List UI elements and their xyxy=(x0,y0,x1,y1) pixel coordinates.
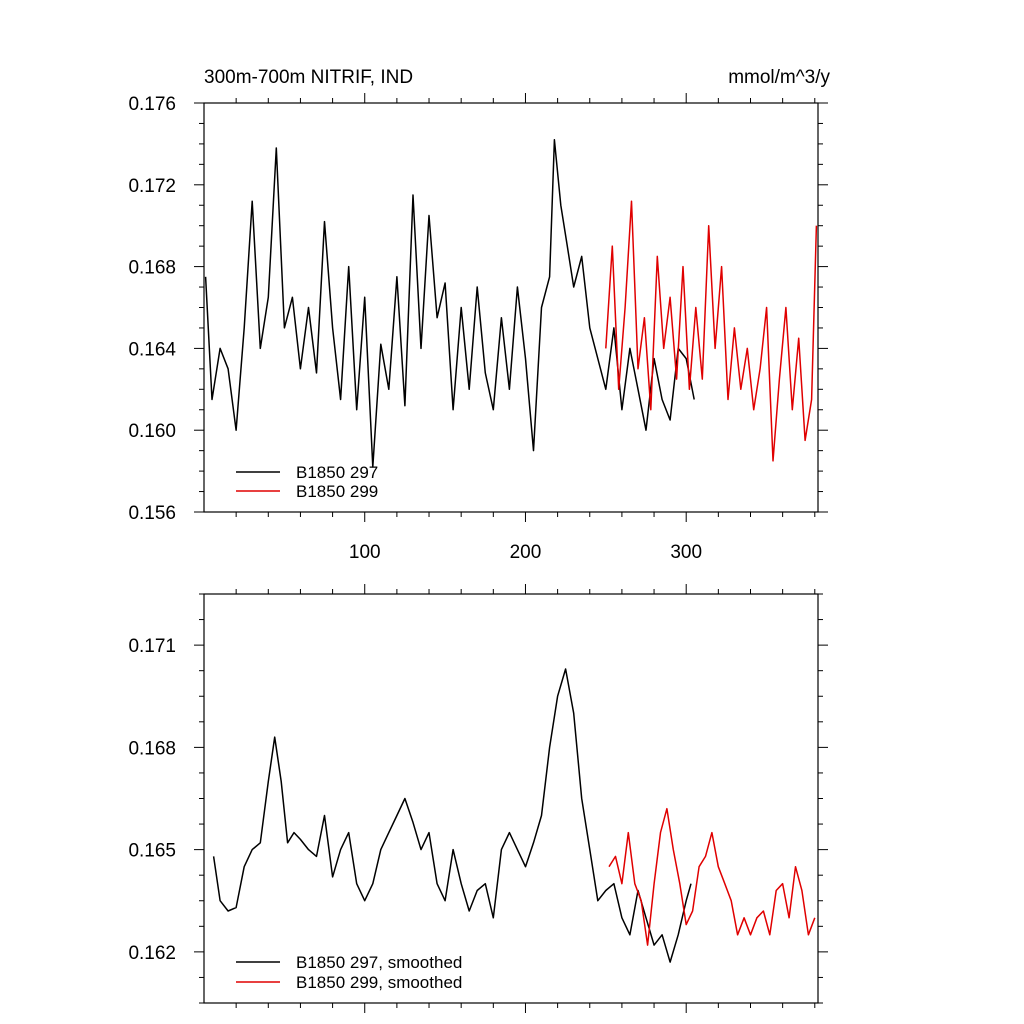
y-tick-label: 0.164 xyxy=(128,339,176,360)
series-line-b xyxy=(605,200,818,462)
top-panel-xtick-labels: 100 200 300 xyxy=(349,542,702,563)
y-tick-label: 0.160 xyxy=(128,421,176,442)
bottom-panel-series xyxy=(212,668,816,963)
bottom-panel-grid-ticks xyxy=(194,584,828,1013)
series-line-a xyxy=(212,668,692,963)
top-panel-title: 300m-700m NITRIF, IND xyxy=(204,67,413,88)
legend-label-series-b: B1850 299 xyxy=(296,482,378,501)
top-panel-frame xyxy=(203,102,819,513)
x-tick-label: 100 xyxy=(349,542,381,563)
legend-label-series-a: B1850 297 xyxy=(296,463,378,482)
y-tick-label: 0.176 xyxy=(128,94,176,115)
legend-label-smoothed-b: B1850 299, smoothed xyxy=(296,973,462,992)
y-tick-label: 0.168 xyxy=(128,738,176,759)
y-tick-label: 0.165 xyxy=(128,841,176,862)
legend-label-smoothed-a: B1850 297, smoothed xyxy=(296,953,462,972)
y-tick-label: 0.156 xyxy=(128,503,176,524)
top-panel-grid-ticks xyxy=(194,93,828,522)
y-tick-label: 0.162 xyxy=(128,943,176,964)
top-panel: 300m-700m NITRIF, IND mmol/m^3/y 0.1560.… xyxy=(128,67,830,563)
bottom-panel-ytick-labels: 0.162 0.165 0.168 0.171 xyxy=(128,636,176,964)
y-tick-label: 0.168 xyxy=(128,258,176,279)
bottom-panel: 0.162 0.165 0.168 0.171 B1850 297, smoothed… xyxy=(128,584,828,1013)
bottom-panel-legend: B1850 297, smoothed B1850 299, smoothed xyxy=(236,953,462,992)
series-line-b xyxy=(608,807,816,946)
y-tick-label: 0.172 xyxy=(128,176,176,197)
series-line-a xyxy=(204,139,695,468)
bottom-panel-frame xyxy=(203,593,819,1004)
y-tick-label: 0.171 xyxy=(128,636,176,657)
x-tick-label: 200 xyxy=(510,542,542,563)
top-panel-ytick-labels: 0.156 0.160 0.164 0.168 0.172 0.176 xyxy=(128,94,176,524)
top-panel-units: mmol/m^3/y xyxy=(728,67,830,88)
top-panel-legend: B1850 297 B1850 299 xyxy=(236,463,378,501)
x-tick-label: 300 xyxy=(670,542,702,563)
top-panel-series xyxy=(204,139,818,468)
